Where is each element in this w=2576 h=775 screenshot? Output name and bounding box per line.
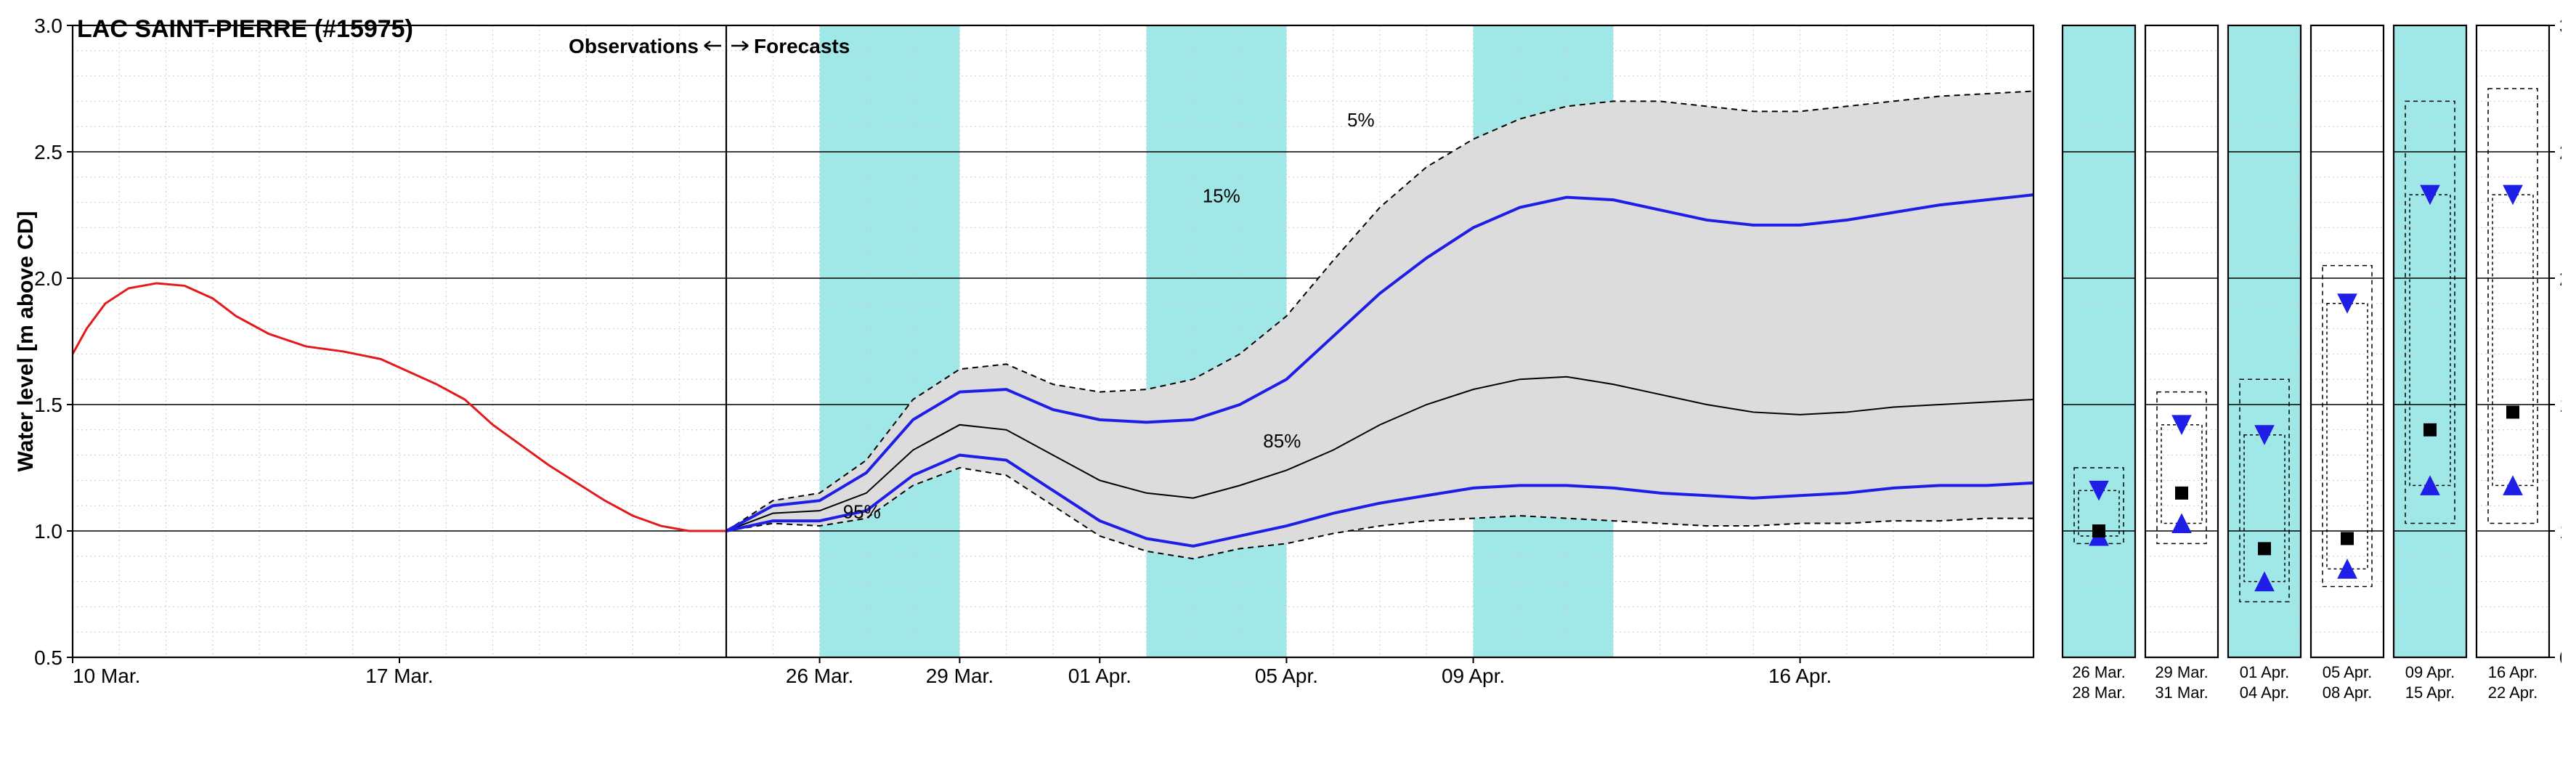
x-tick-label: 17 Mar. — [365, 665, 433, 687]
x-tick-label: 26 Mar. — [786, 665, 853, 687]
mini-outer-box — [2488, 89, 2538, 524]
observations-label: Observations — [569, 35, 699, 57]
mini-panel-label-bottom: 04 Apr. — [2240, 683, 2290, 702]
median-square-icon — [2175, 487, 2188, 500]
mini-panel: 01 Apr. 04 Apr. — [2228, 25, 2301, 702]
mini-panel-border — [2477, 25, 2549, 657]
mini-panels-group: 26 Mar. 28 Mar. 29 Mar. 31 Mar. 01 Apr. 04 Ap… — [2063, 25, 2549, 702]
y-tick-label: 1.0 — [34, 520, 62, 543]
weekend-band — [2228, 25, 2301, 657]
y-tick-label-right: 1.5 — [2559, 394, 2561, 416]
y-tick-label: 1.5 — [34, 394, 62, 416]
water-level-forecast-chart: 5% 15% 85% 95% Observations Forecasts 10 Mar. 1… — [15, 15, 2561, 760]
mini-panel-label-top: 29 Mar. — [2155, 663, 2208, 681]
observations-line — [73, 283, 726, 531]
mini-panel-label-bottom: 08 Apr. — [2323, 683, 2373, 702]
mini-panel-label-top: 01 Apr. — [2240, 663, 2290, 681]
c15-label: 15% — [1203, 185, 1240, 207]
mini-panel: 29 Mar. 31 Mar. — [2145, 25, 2218, 702]
mini-panel: 16 Apr. 22 Apr. — [2477, 25, 2549, 702]
mini-panel-label-bottom: 28 Mar. — [2072, 683, 2125, 702]
y-tick-label: 3.0 — [34, 15, 62, 37]
y-tick-label: 2.0 — [34, 267, 62, 290]
x-tick-label: 01 Apr. — [1068, 665, 1131, 687]
x-tick-label: 29 Mar. — [926, 665, 994, 687]
y-tick-label-right: 3.0 — [2559, 15, 2561, 37]
mini-panel-label-bottom: 31 Mar. — [2155, 683, 2208, 702]
median-square-icon — [2341, 532, 2354, 545]
x-tick-label: 05 Apr. — [1255, 665, 1318, 687]
mini-panel-label-bottom: 15 Apr. — [2405, 683, 2455, 702]
mini-panel-border — [2145, 25, 2218, 657]
chart-svg: 5% 15% 85% 95% Observations Forecasts 10 Mar. 1… — [15, 15, 2561, 760]
chart-title: LAC SAINT-PIERRE (#15975) — [77, 15, 413, 43]
median-square-icon — [2423, 423, 2437, 437]
arrow-left-icon — [704, 41, 721, 50]
median-square-icon — [2258, 542, 2271, 555]
y-tick-label-right: 1.0 — [2559, 520, 2561, 543]
x-tick-label: 16 Apr. — [1768, 665, 1832, 687]
mini-panel: 09 Apr. 15 Apr. — [2394, 25, 2466, 702]
y-tick-label-right: 0.5 — [2559, 646, 2561, 669]
mini-panel-label-top: 09 Apr. — [2405, 663, 2455, 681]
median-square-icon — [2092, 524, 2105, 537]
mini-panel-label-top: 16 Apr. — [2488, 663, 2538, 681]
y-tick-label-right: 2.0 — [2559, 267, 2561, 290]
mini-panel: 05 Apr. 08 Apr. — [2311, 25, 2384, 702]
c5-label: 5% — [1347, 109, 1375, 131]
x-tick-label: 09 Apr. — [1442, 665, 1505, 687]
main-panel: 5% 15% 85% 95% Observations Forecasts 10 Mar. 1… — [34, 15, 2033, 687]
median-square-icon — [2506, 405, 2519, 418]
mini-panel: 26 Mar. 28 Mar. — [2063, 25, 2135, 702]
mini-panel-label-bottom: 22 Apr. — [2488, 683, 2538, 702]
mini-panel-label-top: 26 Mar. — [2072, 663, 2125, 681]
forecasts-label: Forecasts — [754, 35, 850, 57]
y-tick-label-right: 2.5 — [2559, 141, 2561, 163]
mini-inner-box — [2161, 425, 2202, 524]
weekend-band — [2063, 25, 2135, 657]
y-tick-label: 2.5 — [34, 141, 62, 163]
c85-label: 85% — [1263, 430, 1301, 452]
x-tick-label: 10 Mar. — [73, 665, 140, 687]
arrow-right-icon — [731, 41, 748, 50]
c95-label: 95% — [843, 501, 881, 523]
weekend-band — [820, 25, 960, 657]
mini-inner-box — [2492, 195, 2533, 485]
y-tick-label: 0.5 — [34, 646, 62, 669]
y-axis-label: Water level [m above CD] — [15, 211, 38, 472]
mini-panel-label-top: 05 Apr. — [2323, 663, 2373, 681]
weekend-band — [2394, 25, 2466, 657]
mini-inner-box — [2327, 304, 2368, 569]
